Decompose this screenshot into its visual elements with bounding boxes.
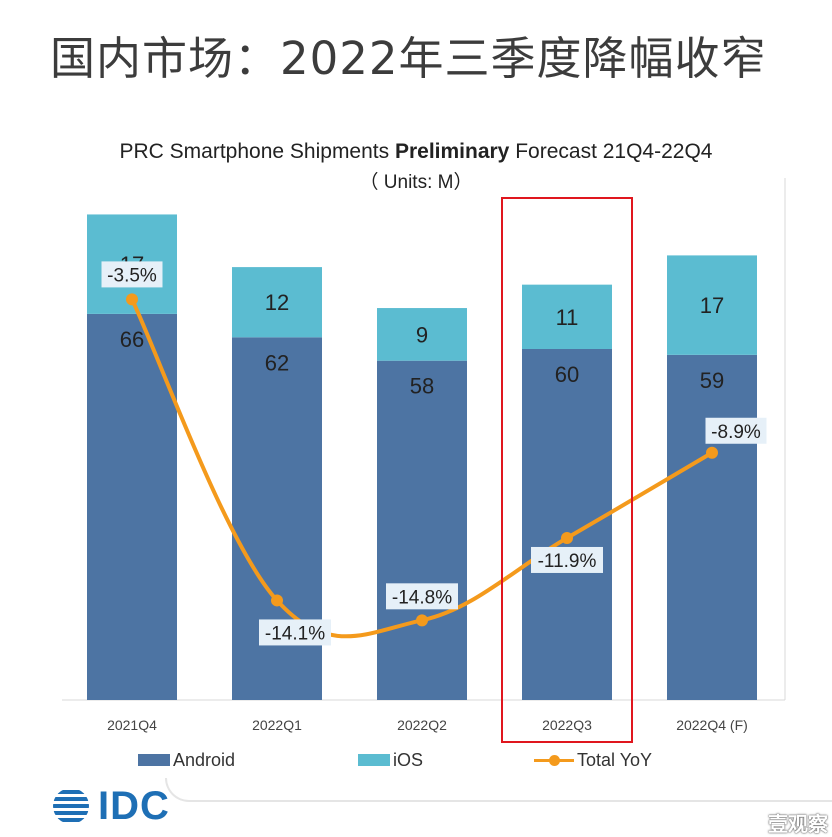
chart-title: PRC Smartphone Shipments Preliminary For… (0, 140, 832, 164)
legend-swatch-ios (358, 754, 390, 766)
footer-rule (200, 800, 832, 802)
legend-label-ios: iOS (393, 749, 424, 770)
yoy-label-box-2022Q3 (531, 546, 603, 573)
yoy-label-2022Q4 (F): -8.9% (711, 422, 761, 443)
data-label-ios-2022Q3: 11 (556, 305, 579, 330)
chart-title-suffix: Forecast 21Q4-22Q4 (509, 140, 713, 163)
yoy-label-box-2021Q4 (101, 261, 163, 288)
data-label-android-2022Q1: 62 (265, 350, 289, 375)
legend-item-ios: iOS (358, 748, 423, 772)
chart-canvas: 66 17 2021Q4 62 12 2022Q1 58 9 2022Q2 60 11 2022Q3 5… (62, 178, 786, 743)
data-label-ios-2022Q4 (F): 17 (700, 293, 724, 318)
page-title: 国内市场：2022年三季度降幅收窄 (50, 32, 767, 85)
yoy-label-box-2022Q4 (F) (705, 417, 767, 444)
legend-item-yoy: Total YoY (534, 748, 652, 772)
yoy-line (130, 298, 714, 639)
data-label-android-2022Q4 (F): 59 (700, 368, 724, 393)
yoy-point-2022Q1 (271, 594, 283, 607)
idc-logo: IDC (52, 783, 170, 828)
yoy-label-2022Q1: -14.1% (265, 623, 325, 644)
yoy-label-2022Q2: -14.8% (392, 587, 452, 608)
legend-swatch-android (138, 754, 170, 766)
chart-subtitle: （ Units: M） (359, 172, 473, 193)
x-tick-label-2021Q4: 2021Q4 (107, 717, 157, 733)
chart-title-bold: Preliminary (394, 140, 510, 163)
bar-android-2022Q2 (377, 360, 467, 700)
data-label-android-2021Q4: 66 (120, 327, 144, 352)
legend-label-yoy: Total YoY (577, 749, 653, 770)
watermark: 壹观察 (768, 812, 828, 836)
x-tick-label-2022Q1: 2022Q1 (252, 717, 302, 733)
yoy-label-box-2022Q1 (259, 619, 331, 646)
logo-text: IDC (98, 783, 170, 828)
legend-label-android: Android (173, 749, 236, 770)
bar-android-2022Q4 (F) (667, 354, 757, 700)
globe-icon (53, 790, 89, 822)
yoy-label-2021Q4: -3.5% (107, 265, 157, 286)
data-label-android-2022Q2: 58 (410, 374, 434, 399)
x-tick-label-2022Q4 (F): 2022Q4 (F) (676, 717, 748, 733)
highlight-box-2022Q3 (501, 197, 633, 743)
chart-title-prefix: PRC Smartphone Shipments (119, 140, 395, 163)
legend-swatch-yoy (534, 754, 574, 766)
yoy-point-2022Q4 (F) (706, 446, 718, 459)
x-tick-label-2022Q2: 2022Q2 (397, 717, 447, 733)
chart-legend: Android iOS Total YoY (0, 748, 832, 772)
yoy-point-2022Q3 (561, 531, 573, 544)
yoy-label-2022Q3: -11.9% (538, 551, 597, 572)
bar-ios-2022Q4 (F) (667, 255, 757, 355)
bar-android-2021Q4 (87, 313, 177, 700)
legend-item-android: Android (138, 748, 235, 772)
bar-android-2022Q3 (522, 349, 612, 700)
yoy-label-box-2022Q2 (386, 583, 458, 610)
yoy-point-2021Q4 (126, 293, 138, 306)
bar-ios-2022Q3 (522, 284, 612, 349)
data-label-ios-2022Q1: 12 (265, 290, 289, 315)
data-label-android-2022Q3: 60 (555, 362, 579, 387)
data-label-ios-2022Q2: 9 (416, 322, 428, 347)
yoy-point-2022Q2 (416, 614, 428, 627)
bar-ios-2022Q1 (232, 267, 322, 338)
bar-android-2022Q1 (232, 337, 322, 700)
x-tick-label-2022Q3: 2022Q3 (542, 717, 592, 733)
bar-ios-2022Q2 (377, 308, 467, 361)
footer-curve (165, 778, 205, 802)
